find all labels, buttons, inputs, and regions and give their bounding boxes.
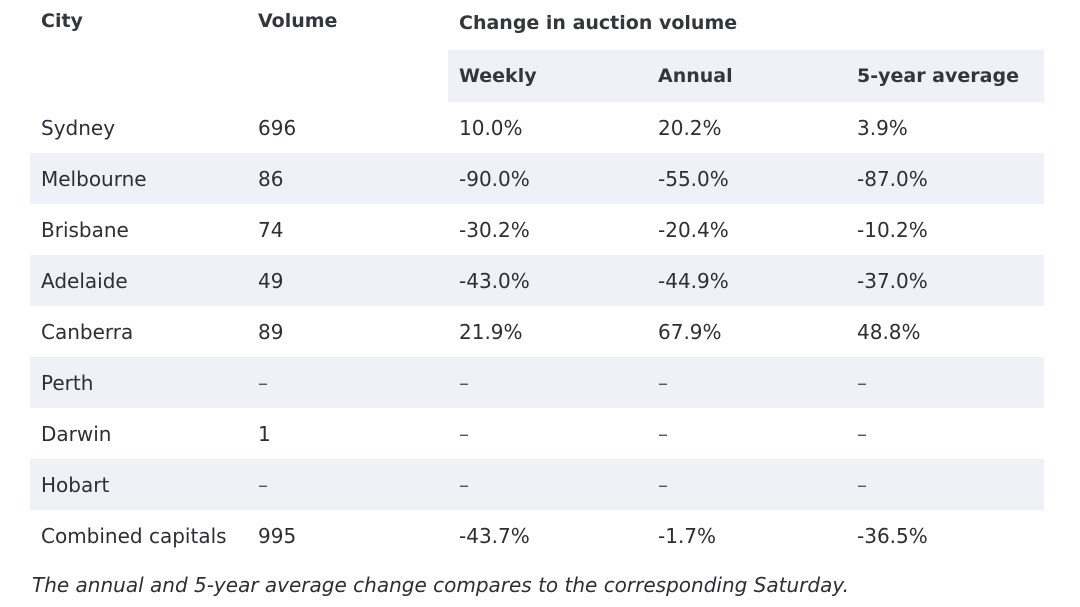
table-row: Combined capitals 995 -43.7% -1.7% -36.5… — [30, 510, 1044, 561]
table-subheader-row: Weekly Annual 5-year average — [30, 50, 1044, 102]
cell-weekly: – — [459, 421, 469, 446]
table-row: Perth – – – – — [30, 357, 1044, 408]
header-city: City — [41, 10, 83, 32]
table-row: Sydney 696 10.0% 20.2% 3.9% — [30, 102, 1044, 153]
table-row: Hobart – – – – — [30, 459, 1044, 510]
cell-city: Perth — [41, 370, 94, 395]
cell-annual: – — [658, 472, 668, 497]
table-row: Darwin 1 – – – — [30, 408, 1044, 459]
cell-annual: 67.9% — [658, 319, 722, 344]
cell-five-year: 48.8% — [857, 319, 921, 344]
cell-weekly: – — [459, 370, 469, 395]
cell-city: Combined capitals — [41, 523, 227, 548]
cell-annual: – — [658, 421, 668, 446]
cell-city: Adelaide — [41, 268, 128, 293]
cell-weekly: -90.0% — [459, 166, 530, 191]
cell-annual: -1.7% — [658, 523, 717, 548]
cell-five-year: – — [857, 370, 867, 395]
cell-annual: -44.9% — [658, 268, 729, 293]
cell-weekly: -30.2% — [459, 217, 530, 242]
cell-weekly: -43.7% — [459, 523, 530, 548]
subheader-band: Weekly Annual 5-year average — [448, 50, 1044, 102]
cell-weekly: 10.0% — [459, 115, 523, 140]
cell-five-year: 3.9% — [857, 115, 908, 140]
auction-volume-table: City Volume Change in auction volume Wee… — [30, 0, 1044, 561]
cell-five-year: -10.2% — [857, 217, 928, 242]
cell-volume: 74 — [258, 217, 284, 242]
cell-volume: 86 — [258, 166, 284, 191]
cell-weekly: – — [459, 472, 469, 497]
cell-five-year: -87.0% — [857, 166, 928, 191]
table-caption: The annual and 5-year average change com… — [32, 573, 849, 597]
cell-five-year: – — [857, 421, 867, 446]
header-change-group: Change in auction volume — [459, 12, 738, 34]
cell-annual: – — [658, 370, 668, 395]
cell-five-year: – — [857, 472, 867, 497]
cell-city: Canberra — [41, 319, 134, 344]
header-five-year: 5-year average — [857, 65, 1019, 87]
cell-annual: 20.2% — [658, 115, 722, 140]
cell-volume: 89 — [258, 319, 284, 344]
header-annual: Annual — [658, 65, 733, 87]
cell-volume: – — [258, 472, 268, 497]
cell-volume: 995 — [258, 523, 297, 548]
table-row: Brisbane 74 -30.2% -20.4% -10.2% — [30, 204, 1044, 255]
header-weekly: Weekly — [459, 65, 537, 87]
cell-city: Brisbane — [41, 217, 129, 242]
cell-city: Hobart — [41, 472, 110, 497]
cell-weekly: 21.9% — [459, 319, 523, 344]
table-row: Adelaide 49 -43.0% -44.9% -37.0% — [30, 255, 1044, 306]
cell-five-year: -37.0% — [857, 268, 928, 293]
cell-city: Melbourne — [41, 166, 147, 191]
cell-volume: – — [258, 370, 268, 395]
header-volume: Volume — [258, 10, 338, 32]
cell-annual: -20.4% — [658, 217, 729, 242]
cell-volume: 49 — [258, 268, 284, 293]
table-row: Melbourne 86 -90.0% -55.0% -87.0% — [30, 153, 1044, 204]
cell-volume: 696 — [258, 115, 297, 140]
cell-volume: 1 — [258, 421, 271, 446]
table-header-row: City Volume Change in auction volume — [30, 0, 1044, 46]
cell-five-year: -36.5% — [857, 523, 928, 548]
cell-city: Darwin — [41, 421, 112, 446]
cell-weekly: -43.0% — [459, 268, 530, 293]
table-row: Canberra 89 21.9% 67.9% 48.8% — [30, 306, 1044, 357]
cell-annual: -55.0% — [658, 166, 729, 191]
cell-city: Sydney — [41, 115, 116, 140]
